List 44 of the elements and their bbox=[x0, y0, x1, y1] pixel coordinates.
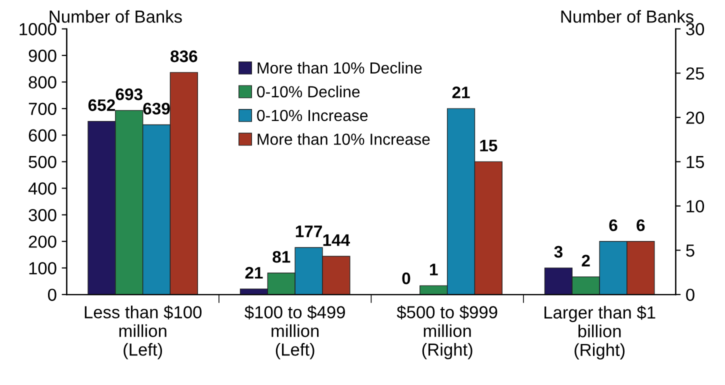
data-label: 6 bbox=[609, 219, 618, 232]
y-tick-label: 0 bbox=[48, 288, 56, 301]
data-label: 177 bbox=[296, 226, 322, 238]
data-label: 836 bbox=[170, 50, 198, 62]
data-label: 21 bbox=[452, 86, 470, 98]
legend-label: More than 10% Increase bbox=[258, 133, 430, 145]
data-label: 693 bbox=[116, 88, 142, 100]
data-label: 2 bbox=[582, 254, 590, 266]
x-tick-label: Larger than $1 billion (Right) bbox=[544, 306, 656, 360]
y2-axis-title: Number of Banks bbox=[561, 10, 694, 23]
y2-tick-label: 25 bbox=[686, 67, 704, 80]
y-tick-label: 700 bbox=[28, 102, 56, 116]
data-label: 0 bbox=[402, 272, 410, 284]
data-label: 6 bbox=[636, 219, 645, 232]
x-tick-label: Less than $100 million (Left) bbox=[84, 305, 202, 360]
x-tick-label: $100 to $499 million (Left) bbox=[244, 305, 345, 360]
y2-tick-label: 20 bbox=[686, 112, 704, 124]
y2-tick-label: 30 bbox=[686, 23, 704, 36]
legend-label: 0-10% Decline bbox=[257, 86, 360, 98]
data-label: 81 bbox=[272, 250, 290, 263]
y2-tick-label: 15 bbox=[686, 156, 704, 168]
y-axis-title: Number of Banks bbox=[50, 10, 182, 23]
legend-label: 0-10% Increase bbox=[257, 110, 368, 122]
y-tick-label: 200 bbox=[28, 236, 56, 248]
y-tick-label: 400 bbox=[28, 182, 56, 195]
y-tick-label: 100 bbox=[29, 262, 56, 274]
y2-tick-label: 0 bbox=[686, 288, 694, 301]
legend-label: More than 10% Decline bbox=[258, 62, 422, 74]
data-label: 21 bbox=[245, 266, 263, 279]
x-tick-label: $500 to $999 million (Right) bbox=[396, 305, 498, 360]
y2-tick-label: 5 bbox=[686, 244, 694, 257]
y-tick-label: 500 bbox=[28, 156, 56, 168]
data-label: 15 bbox=[480, 140, 498, 152]
y-tick-label: 300 bbox=[28, 209, 56, 222]
data-label: 1 bbox=[430, 264, 438, 276]
data-label: 3 bbox=[554, 246, 562, 258]
data-label: 639 bbox=[143, 102, 170, 115]
y-tick-label: 1000 bbox=[20, 23, 56, 36]
y-tick-label: 800 bbox=[28, 76, 56, 88]
data-label: 144 bbox=[323, 234, 350, 246]
y-tick-label: 900 bbox=[28, 50, 56, 62]
y2-tick-label: 10 bbox=[686, 200, 704, 212]
y-tick-label: 600 bbox=[28, 129, 56, 142]
data-label: 652 bbox=[88, 99, 115, 112]
